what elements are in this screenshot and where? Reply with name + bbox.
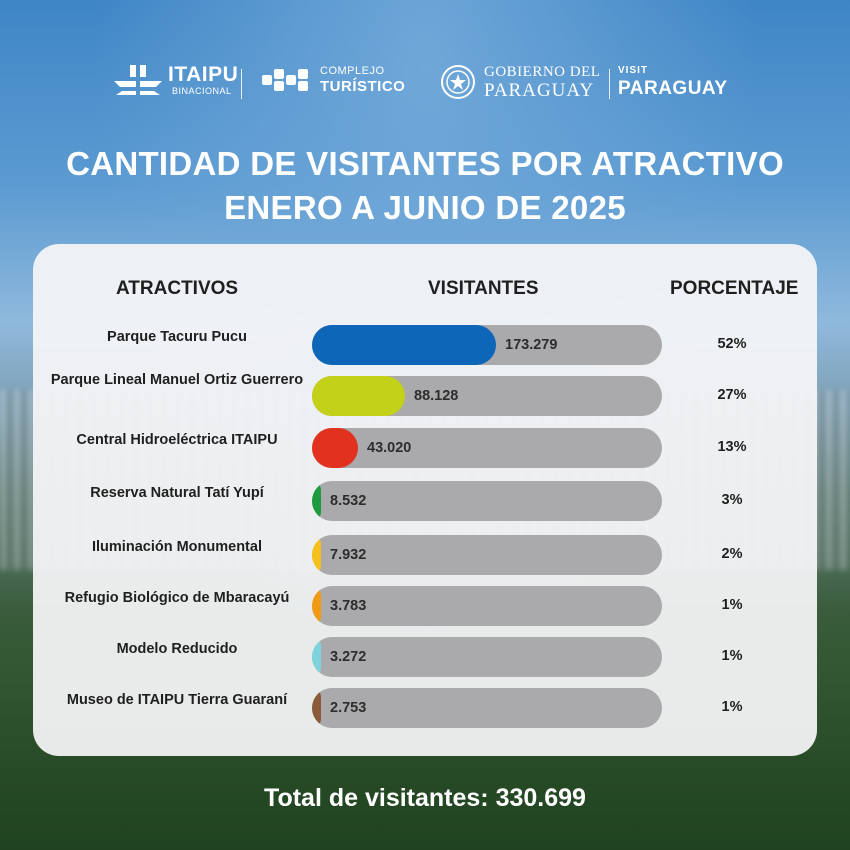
- attraction-label: Modelo Reducido: [116, 640, 238, 657]
- logo-divider: [241, 69, 242, 99]
- attraction-label: Iluminación Monumental: [92, 538, 262, 555]
- bar: [312, 325, 496, 365]
- attraction-label: Museo de ITAIPU Tierra Guaraní: [66, 691, 288, 708]
- visit-bottom-text: PARAGUAY: [618, 78, 728, 99]
- logo-divider: [609, 69, 610, 99]
- itaipu-logo: ITAIPU BINACIONAL: [112, 64, 238, 96]
- itaipu-name: ITAIPU: [168, 63, 239, 86]
- percentage-value: 2%: [721, 546, 743, 562]
- attraction-label: Central Hidroeléctrica ITAIPU: [76, 431, 278, 448]
- bar-track: 7.932: [312, 535, 662, 575]
- column-header-visitors: VISITANTES: [428, 278, 539, 299]
- column-header-attractions: ATRACTIVOS: [116, 278, 239, 299]
- bar-value-label: 8.532: [330, 493, 367, 509]
- percentage-value: 1%: [721, 597, 743, 613]
- bar-track: 2.753: [312, 688, 662, 728]
- gobierno-bottom-text: PARAGUAY: [484, 79, 595, 101]
- bar-value-label: 43.020: [367, 440, 412, 456]
- bar-track: 43.020: [312, 428, 662, 468]
- bar-value-label: 3.783: [330, 598, 367, 614]
- bar: [312, 637, 321, 677]
- bar-value-label: 2.753: [330, 700, 367, 716]
- bar-track: 3.783: [312, 586, 662, 626]
- percentage-value: 13%: [717, 439, 747, 455]
- chart-subtitle: ENERO A JUNIO DE 2025: [224, 189, 626, 226]
- attraction-label: Refugio Biológico de Mbaracayú: [64, 589, 290, 606]
- visit-top-text: VISIT: [618, 65, 649, 76]
- percentage-value: 27%: [717, 387, 747, 403]
- bar-track: 3.272: [312, 637, 662, 677]
- bar-track: 8.532: [312, 481, 662, 521]
- bar: [312, 481, 321, 521]
- bar: [312, 688, 321, 728]
- complejo-top-text: COMPLEJO: [320, 65, 385, 77]
- attraction-label: Parque Lineal Manuel Ortiz Guerrero: [50, 372, 304, 388]
- gobierno-top-text: GOBIERNO DEL: [484, 63, 601, 80]
- bar: [312, 376, 405, 416]
- percentage-value: 1%: [721, 699, 743, 715]
- bar-value-label: 3.272: [330, 649, 367, 665]
- bar-track: 173.279: [312, 325, 662, 365]
- bar: [312, 586, 321, 626]
- chart-title-block: CANTIDAD DE VISITANTES POR ATRACTIVO ENE…: [0, 142, 850, 230]
- attraction-label: Parque Tacuru Pucu: [107, 328, 247, 345]
- bar: [312, 535, 321, 575]
- national-seal-icon: [441, 65, 475, 99]
- gobierno-logo: GOBIERNO DEL PARAGUAY: [440, 64, 600, 100]
- percentage-value: 1%: [721, 648, 743, 664]
- complejo-turistico-logo: COMPLEJO TURÍSTICO: [260, 66, 405, 94]
- attraction-label: Reserva Natural Tatí Yupí: [90, 484, 264, 501]
- percentage-value: 52%: [717, 336, 747, 352]
- bar-track: 88.128: [312, 376, 662, 416]
- logo-bar: ITAIPU BINACIONAL COMPLEJO TURÍSTICO GOB…: [110, 62, 750, 106]
- visit-paraguay-logo: VISIT PARAGUAY: [618, 65, 728, 99]
- complejo-bottom-text: TURÍSTICO: [320, 78, 406, 95]
- itaipu-mark-icon: [114, 65, 162, 95]
- column-header-percentage: PORCENTAJE: [670, 278, 799, 299]
- bar-value-label: 88.128: [414, 388, 459, 404]
- bar: [312, 428, 358, 468]
- itaipu-subtitle: BINACIONAL: [172, 86, 232, 96]
- total-visitors: Total de visitantes: 330.699: [264, 784, 586, 812]
- bar-value-label: 173.279: [505, 337, 558, 353]
- chart-title: CANTIDAD DE VISITANTES POR ATRACTIVO: [66, 145, 784, 182]
- percentage-value: 3%: [721, 492, 743, 508]
- complejo-mark-icon: [262, 69, 308, 91]
- bar-value-label: 7.932: [330, 547, 367, 563]
